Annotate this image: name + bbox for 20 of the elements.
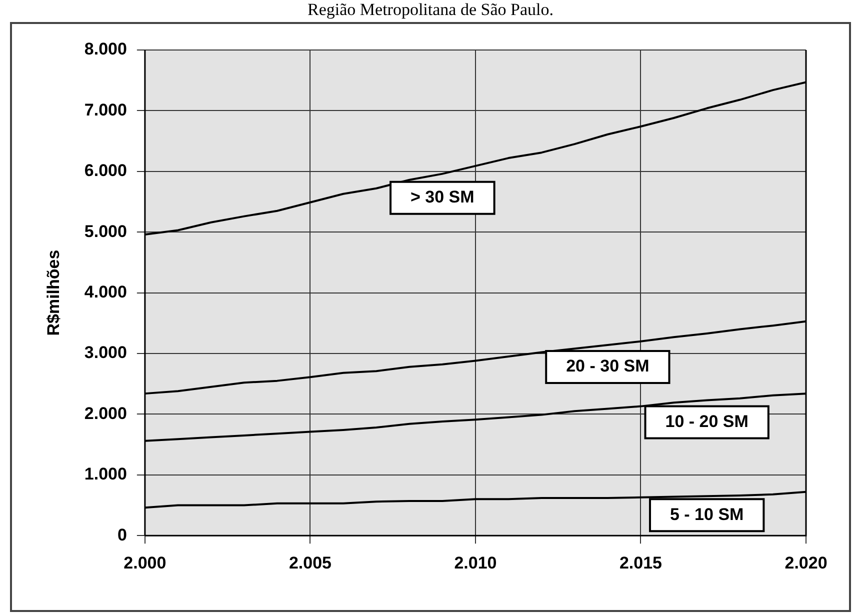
y-tick-label: 3.000 (84, 343, 127, 362)
x-tick-label: 2.005 (288, 553, 332, 572)
series-label: 10 - 20 SM (665, 412, 748, 431)
y-tick-label: 0 (117, 525, 127, 544)
y-tick-label: 5.000 (84, 222, 127, 241)
y-axis-title: R$milhões (44, 250, 63, 336)
x-tick-label: 2.015 (619, 553, 662, 572)
chart-title: Região Metropolitana de São Paulo. (306, 0, 554, 20)
x-tick-label: 2.010 (454, 553, 497, 572)
series-label: 20 - 30 SM (566, 356, 650, 376)
y-tick-label: 1.000 (84, 464, 127, 484)
y-tick-label: 8.000 (84, 40, 127, 59)
y-tick-label: 7.000 (84, 100, 127, 120)
series-label: 5 - 10 SM (670, 504, 744, 524)
y-tick-label: 2.000 (84, 404, 127, 423)
x-tick-label: 2.020 (784, 553, 828, 572)
y-tick-label: 6.000 (84, 161, 127, 180)
x-tick-label: 2.000 (124, 553, 166, 572)
series-label: > 30 SM (410, 188, 474, 207)
y-tick-label: 4.000 (84, 282, 127, 302)
